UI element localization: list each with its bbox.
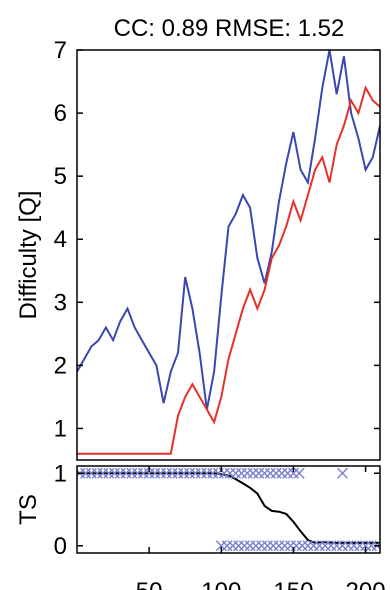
axes-frame	[76, 465, 381, 554]
ts-marker	[279, 540, 291, 552]
ts-marker	[247, 467, 259, 479]
ts-marker	[235, 467, 247, 479]
ts-marker	[296, 540, 308, 552]
ts-marker	[282, 467, 294, 479]
axes-frame	[76, 49, 381, 461]
y-axis-label: TS	[15, 494, 42, 525]
ts-marker	[261, 540, 273, 552]
blue-difficulty-line	[77, 50, 380, 410]
ts-line	[77, 472, 380, 544]
ts-marker	[253, 467, 265, 479]
ts-marker	[227, 540, 239, 552]
x-tick-label: 150	[273, 578, 313, 590]
ts-marker	[336, 467, 348, 479]
ts-marker	[273, 540, 285, 552]
ts-marker	[276, 467, 288, 479]
ts-marker	[244, 540, 256, 552]
ts-marker	[256, 540, 268, 552]
x-tick-label: 100	[201, 578, 241, 590]
ts-marker	[270, 467, 282, 479]
ts-marker	[238, 540, 250, 552]
ts-marker	[233, 540, 245, 552]
y-tick-label: 0	[54, 533, 67, 560]
ts-marker	[259, 467, 271, 479]
ts-marker	[264, 467, 276, 479]
ts-marker	[293, 467, 305, 479]
top-chart-title: CC: 0.89 RMSE: 1.52	[114, 15, 345, 42]
ts-marker	[221, 540, 233, 552]
y-tick-label: 5	[54, 163, 67, 190]
y-tick-label: 7	[54, 37, 67, 64]
y-tick-label: 1	[54, 415, 67, 442]
y-axis-label: Difficulty [Q]	[15, 191, 42, 320]
y-tick-label: 3	[54, 289, 67, 316]
ts-marker	[267, 540, 279, 552]
ts-marker	[241, 467, 253, 479]
red-difficulty-line	[77, 85, 380, 455]
ts-marker	[250, 540, 262, 552]
difficulty-plot: 1 2 3 4 5 6 7 Difficulty [Q]	[15, 37, 381, 461]
y-tick-label: 2	[54, 352, 67, 379]
x-tick-label: 200	[346, 578, 386, 590]
ts-marker	[302, 540, 314, 552]
x-tick-label: 50	[136, 578, 163, 590]
ts-plot: 0150100150200TS	[15, 460, 386, 590]
y-tick-label: 6	[54, 100, 67, 127]
ts-marker	[230, 467, 242, 479]
y-tick-label: 4	[54, 226, 67, 253]
y-tick-label: 1	[54, 460, 67, 487]
